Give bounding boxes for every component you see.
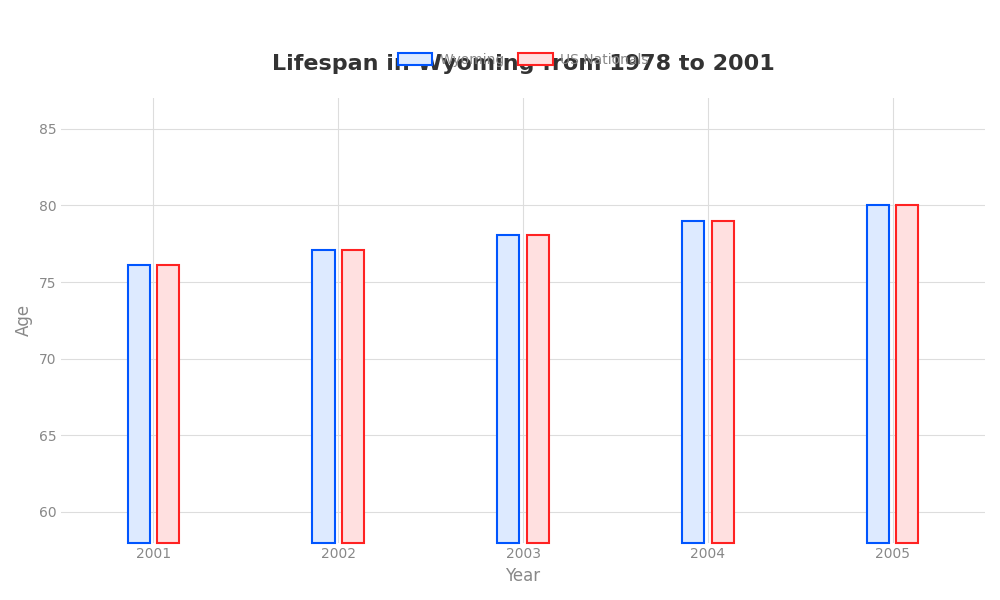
Bar xyxy=(312,250,335,542)
Bar xyxy=(896,205,918,542)
Title: Lifespan in Wyoming from 1978 to 2001: Lifespan in Wyoming from 1978 to 2001 xyxy=(272,55,774,74)
Bar xyxy=(342,250,364,542)
Legend: Wyoming, US Nationals: Wyoming, US Nationals xyxy=(392,47,654,73)
X-axis label: Year: Year xyxy=(505,567,541,585)
Bar xyxy=(157,265,179,542)
Bar xyxy=(712,221,734,542)
Y-axis label: Age: Age xyxy=(15,304,33,337)
Bar xyxy=(128,265,150,542)
Bar xyxy=(497,235,519,542)
Bar xyxy=(867,205,889,542)
Bar xyxy=(682,221,704,542)
Bar xyxy=(527,235,549,542)
